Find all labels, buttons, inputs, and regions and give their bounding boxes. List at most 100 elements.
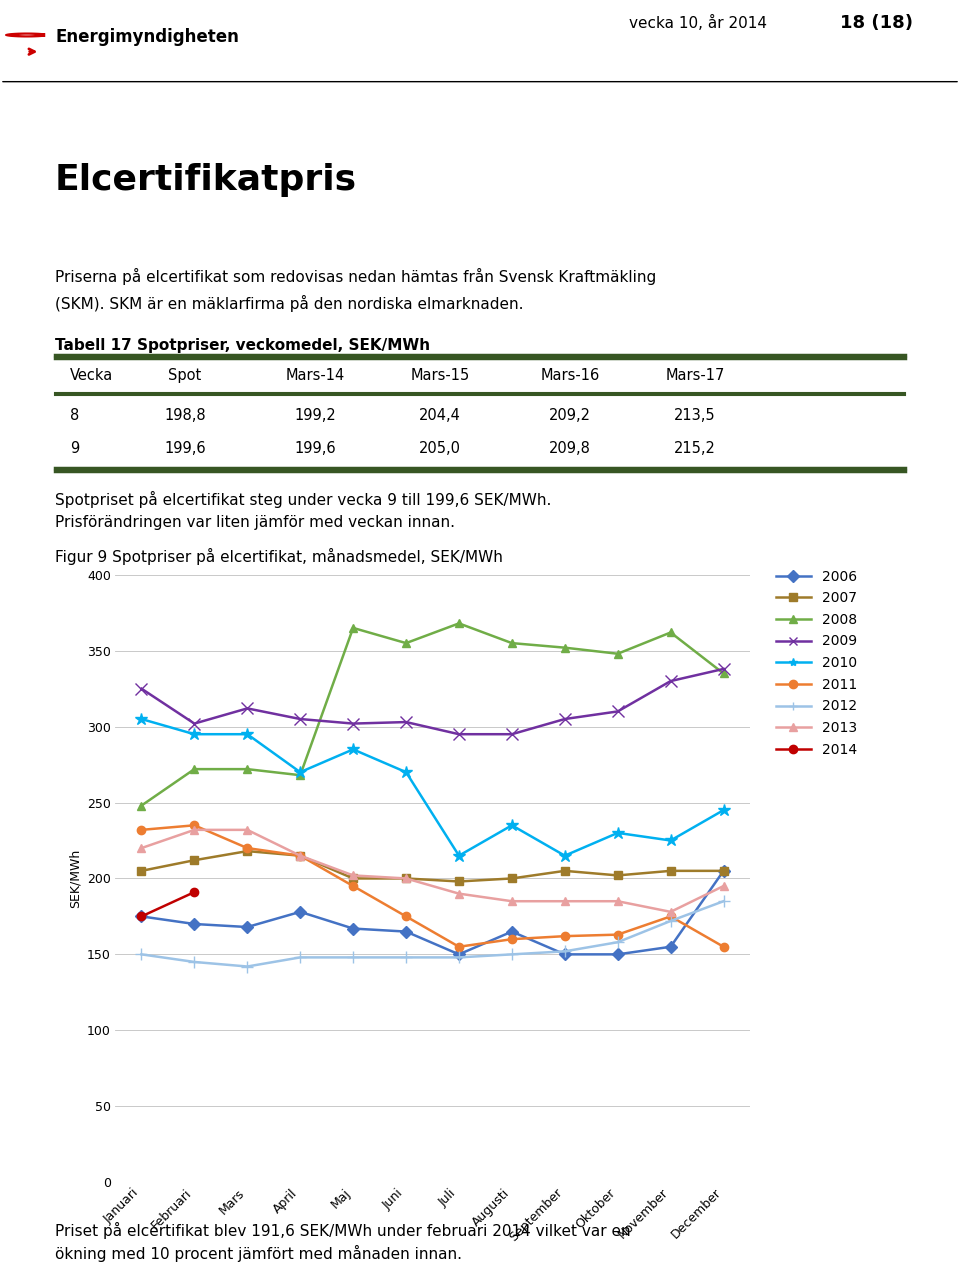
2013 [559, 894, 570, 909]
Text: Tabell 17 Spotpriser, veckomedel, SEK/MWh: Tabell 17 Spotpriser, veckomedel, SEK/MW… [55, 338, 430, 353]
Text: 199,6: 199,6 [294, 441, 336, 456]
Text: Mars-14: Mars-14 [285, 368, 345, 383]
2007 [506, 870, 517, 886]
Text: vecka 10, år 2014: vecka 10, år 2014 [629, 15, 767, 31]
Text: 205,0: 205,0 [419, 441, 461, 456]
2009 [135, 681, 147, 696]
Line: 2013: 2013 [137, 826, 728, 917]
2006 [453, 946, 465, 962]
Line: 2009: 2009 [136, 663, 729, 740]
Text: Figur 9 Spotpriser på elcertifikat, månadsmedel, SEK/MWh: Figur 9 Spotpriser på elcertifikat, måna… [55, 547, 503, 565]
2011 [506, 932, 517, 947]
2010 [665, 833, 677, 849]
Text: 213,5: 213,5 [674, 408, 716, 423]
2007 [400, 870, 412, 886]
2007 [188, 853, 200, 868]
2014 [188, 885, 200, 900]
Text: 199,2: 199,2 [294, 408, 336, 423]
2008 [718, 665, 730, 681]
2007 [665, 863, 677, 878]
2007 [453, 874, 465, 890]
2012 [188, 954, 200, 969]
Text: Spot: Spot [168, 368, 202, 383]
Line: 2014: 2014 [137, 888, 199, 920]
2006 [665, 940, 677, 955]
2011 [295, 847, 306, 863]
2006 [400, 924, 412, 940]
Text: Mars-15: Mars-15 [410, 368, 469, 383]
2011 [348, 878, 359, 894]
2011 [718, 940, 730, 955]
Text: 204,4: 204,4 [420, 408, 461, 423]
2009 [453, 727, 465, 742]
2010 [242, 727, 253, 742]
Line: 2010: 2010 [135, 713, 730, 862]
2011 [453, 940, 465, 955]
Text: 209,2: 209,2 [549, 408, 591, 423]
2006 [242, 919, 253, 935]
Line: 2012: 2012 [135, 895, 730, 973]
2013 [718, 878, 730, 894]
Line: 2006: 2006 [137, 867, 728, 959]
2010 [188, 727, 200, 742]
Text: Elcertifikatpris: Elcertifikatpris [55, 163, 357, 197]
2013 [453, 886, 465, 901]
2010 [400, 764, 412, 779]
Wedge shape [6, 33, 45, 37]
2007 [135, 863, 147, 878]
Text: 18 (18): 18 (18) [840, 14, 913, 32]
Text: Priserna på elcertifikat som redovisas nedan hämtas från Svensk Kraftmäkling: Priserna på elcertifikat som redovisas n… [55, 268, 657, 285]
Text: Prisförändringen var liten jämför med veckan innan.: Prisförändringen var liten jämför med ve… [55, 515, 455, 529]
2010 [559, 847, 570, 863]
2012 [400, 950, 412, 965]
Text: Vecka: Vecka [70, 368, 113, 383]
Text: ökning med 10 procent jämfört med månaden innan.: ökning med 10 procent jämfört med månade… [55, 1245, 462, 1261]
2006 [506, 924, 517, 940]
2008 [295, 768, 306, 783]
Line: 2008: 2008 [137, 619, 728, 810]
2010 [453, 847, 465, 863]
2009 [612, 704, 623, 719]
2012 [295, 950, 306, 965]
2008 [348, 620, 359, 636]
2012 [135, 946, 147, 962]
2006 [135, 909, 147, 924]
Line: 2011: 2011 [137, 822, 728, 951]
2012 [348, 950, 359, 965]
2013 [188, 822, 200, 837]
2007 [348, 870, 359, 886]
2009 [348, 715, 359, 731]
2008 [242, 762, 253, 777]
Line: 2007: 2007 [137, 847, 728, 886]
2008 [135, 797, 147, 813]
Text: Spotpriset på elcertifikat steg under vecka 9 till 199,6 SEK/MWh.: Spotpriset på elcertifikat steg under ve… [55, 491, 551, 508]
2009 [506, 727, 517, 742]
2011 [135, 822, 147, 837]
Text: 215,2: 215,2 [674, 441, 716, 456]
2006 [188, 917, 200, 932]
Text: Energimyndigheten: Energimyndigheten [56, 28, 240, 46]
2006 [559, 946, 570, 962]
2006 [295, 904, 306, 919]
2009 [242, 701, 253, 717]
2006 [718, 863, 730, 878]
2008 [188, 762, 200, 777]
2013 [400, 870, 412, 886]
2013 [612, 894, 623, 909]
Text: Mars-17: Mars-17 [665, 368, 725, 383]
Text: 198,8: 198,8 [164, 408, 205, 423]
2006 [348, 920, 359, 936]
2014 [135, 909, 147, 924]
2011 [188, 818, 200, 833]
2009 [559, 712, 570, 727]
2009 [188, 715, 200, 731]
2010 [718, 803, 730, 818]
2010 [612, 826, 623, 841]
2008 [612, 646, 623, 662]
2013 [506, 894, 517, 909]
2008 [453, 615, 465, 631]
2007 [559, 863, 570, 878]
2011 [242, 841, 253, 856]
Text: 9: 9 [70, 441, 80, 456]
2013 [665, 904, 677, 919]
